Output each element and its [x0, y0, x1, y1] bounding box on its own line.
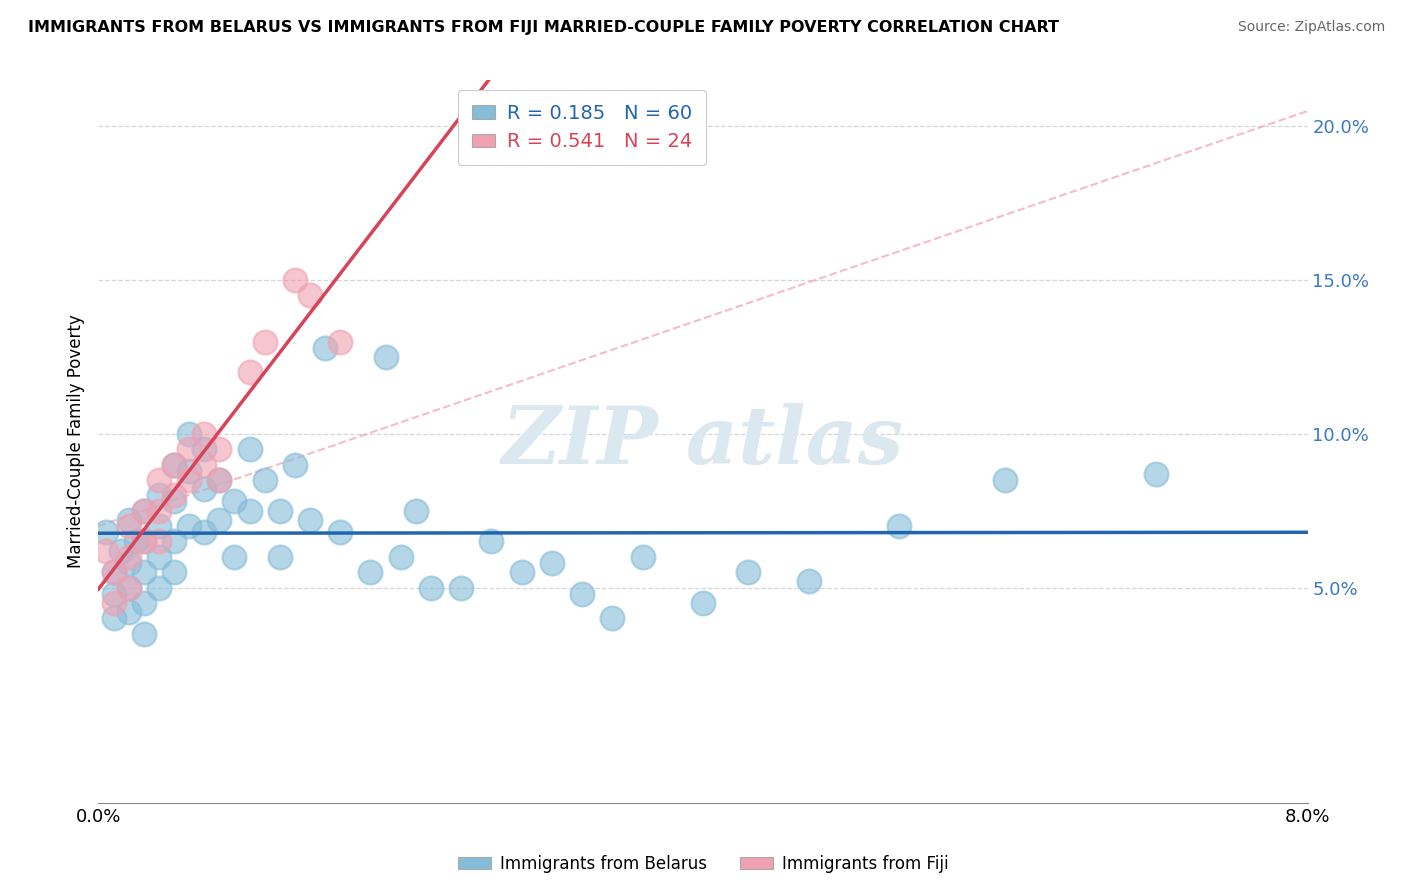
Point	[163, 458, 186, 472]
Point	[179, 464, 201, 478]
Legend: R = 0.185   N = 60, R = 0.541   N = 24: R = 0.185 N = 60, R = 0.541 N = 24	[458, 90, 706, 165]
Point	[193, 458, 215, 472]
Point	[132, 504, 155, 518]
Point	[299, 288, 322, 302]
Point	[360, 565, 382, 579]
Point	[132, 626, 155, 640]
Point	[179, 442, 201, 457]
Point	[163, 565, 186, 579]
Point	[253, 473, 276, 487]
Point	[148, 581, 170, 595]
Point	[994, 473, 1017, 487]
Point	[208, 473, 231, 487]
Point	[510, 565, 533, 579]
Point	[193, 426, 215, 441]
Point	[329, 334, 352, 349]
Point	[224, 549, 246, 564]
Point	[148, 534, 170, 549]
Point	[179, 519, 201, 533]
Point	[163, 488, 186, 502]
Point	[481, 534, 503, 549]
Text: IMMIGRANTS FROM BELARUS VS IMMIGRANTS FROM FIJI MARRIED-COUPLE FAMILY POVERTY CO: IMMIGRANTS FROM BELARUS VS IMMIGRANTS FR…	[28, 20, 1059, 35]
Point	[148, 549, 170, 564]
Point	[208, 513, 231, 527]
Point	[118, 549, 141, 564]
Legend: Immigrants from Belarus, Immigrants from Fiji: Immigrants from Belarus, Immigrants from…	[451, 848, 955, 880]
Point	[94, 543, 117, 558]
Point	[314, 341, 336, 355]
Text: ZIP atlas: ZIP atlas	[502, 403, 904, 480]
Point	[420, 581, 443, 595]
Point	[103, 611, 125, 625]
Point	[148, 519, 170, 533]
Point	[797, 574, 820, 589]
Point	[269, 549, 291, 564]
Text: Source: ZipAtlas.com: Source: ZipAtlas.com	[1237, 20, 1385, 34]
Point	[329, 525, 352, 540]
Point	[208, 473, 231, 487]
Point	[103, 565, 125, 579]
Point	[163, 458, 186, 472]
Point	[103, 565, 125, 579]
Point	[389, 549, 412, 564]
Point	[118, 605, 141, 619]
Point	[118, 581, 141, 595]
Point	[374, 350, 396, 364]
Point	[269, 504, 291, 518]
Point	[132, 534, 155, 549]
Point	[179, 473, 201, 487]
Point	[405, 504, 427, 518]
Point	[737, 565, 759, 579]
Point	[179, 426, 201, 441]
Point	[450, 581, 472, 595]
Point	[239, 504, 262, 518]
Point	[889, 519, 911, 533]
Point	[103, 596, 125, 610]
Point	[571, 587, 593, 601]
Point	[110, 543, 132, 558]
Point	[118, 519, 141, 533]
Point	[118, 513, 141, 527]
Point	[602, 611, 624, 625]
Point	[284, 458, 307, 472]
Y-axis label: Married-Couple Family Poverty: Married-Couple Family Poverty	[66, 315, 84, 568]
Point	[224, 494, 246, 508]
Point	[132, 534, 155, 549]
Point	[299, 513, 322, 527]
Point	[94, 525, 117, 540]
Point	[284, 273, 307, 287]
Point	[208, 442, 231, 457]
Point	[148, 504, 170, 518]
Point	[239, 442, 262, 457]
Point	[239, 365, 262, 379]
Point	[692, 596, 714, 610]
Point	[103, 587, 125, 601]
Point	[631, 549, 654, 564]
Point	[193, 442, 215, 457]
Point	[1146, 467, 1168, 481]
Point	[148, 473, 170, 487]
Point	[132, 565, 155, 579]
Point	[132, 596, 155, 610]
Point	[193, 482, 215, 496]
Point	[163, 534, 186, 549]
Point	[148, 488, 170, 502]
Point	[253, 334, 276, 349]
Point	[118, 556, 141, 570]
Point	[118, 581, 141, 595]
Point	[540, 556, 562, 570]
Point	[193, 525, 215, 540]
Point	[163, 494, 186, 508]
Point	[125, 534, 148, 549]
Point	[132, 504, 155, 518]
